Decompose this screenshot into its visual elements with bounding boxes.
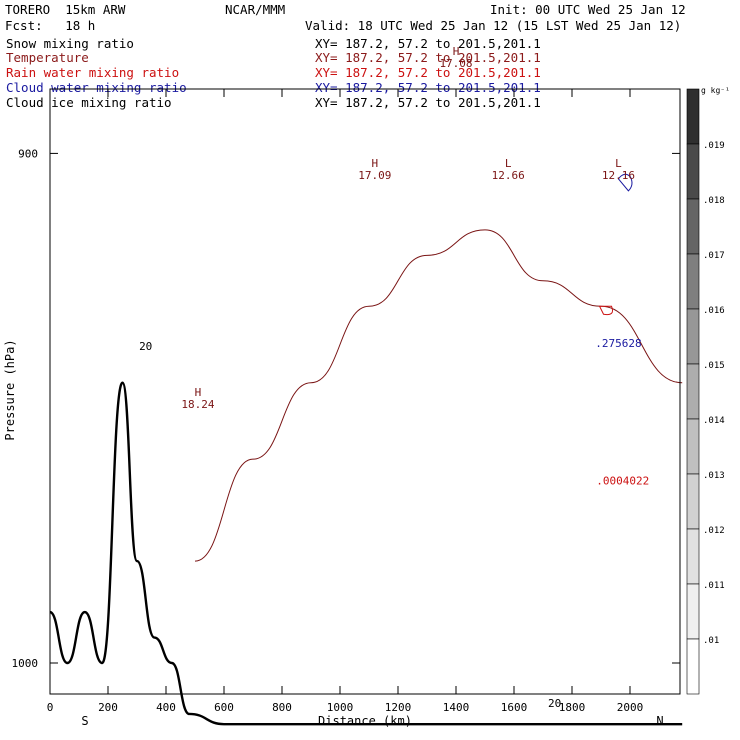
x-tick-label: 400: [156, 701, 176, 714]
colorbar-label: .013: [703, 471, 725, 481]
field-temp-name: Temperature: [6, 50, 89, 65]
colorbar-segment: [686, 473, 700, 530]
colorbar-label: .016: [703, 306, 725, 316]
x-tick-label: 1600: [501, 701, 528, 714]
x-tick-label: 200: [98, 701, 118, 714]
model-label: TORERO 15km ARW: [5, 2, 126, 17]
contour-label: 20: [548, 697, 561, 710]
x-tick-label: 1000: [327, 701, 354, 714]
field-cloudwater-xy: XY= 187.2, 57.2 to 201.5,201.1: [315, 80, 541, 95]
extremum-value: 12.16: [602, 169, 635, 182]
extremum-marker: H: [371, 157, 378, 170]
extremum-value: 18.24: [181, 398, 214, 411]
y-axis-label: Pressure (hPa): [3, 339, 17, 440]
field-temp-xy: XY= 187.2, 57.2 to 201.5,201.1: [315, 50, 541, 65]
colorbar-segment: [686, 638, 700, 695]
y-tick-label: 900: [18, 147, 38, 160]
colorbar-label: .015: [703, 361, 725, 371]
x-tick-label: 600: [214, 701, 234, 714]
field-snow-xy: XY= 187.2, 57.2 to 201.5,201.1: [315, 36, 541, 51]
init-time: Init: 00 UTC Wed 25 Jan 12: [490, 2, 686, 17]
temperature-contour-20: [194, 229, 683, 562]
colorbar-segment: [686, 583, 700, 640]
extremum-value: .275628: [595, 337, 641, 350]
valid-time: Valid: 18 UTC Wed 25 Jan 12 (15 LST Wed …: [305, 18, 682, 33]
colorbar-label: .012: [703, 526, 725, 536]
colorbar-label: .01: [703, 636, 719, 646]
x-tick-label: 1200: [385, 701, 412, 714]
colorbar-segment: [686, 308, 700, 365]
extremum-value: 17.09: [358, 169, 391, 182]
colorbar-segment: [686, 143, 700, 200]
extremum-marker: H: [195, 386, 202, 399]
colorbar-segment: [686, 88, 700, 145]
extremum-value: .0004022: [596, 475, 649, 488]
colorbar-segment: [686, 363, 700, 420]
field-cloudice-xy: XY= 187.2, 57.2 to 201.5,201.1: [315, 95, 541, 110]
contour-label: 20: [139, 340, 152, 353]
colorbar-label: .014: [703, 416, 725, 426]
field-rain-name: Rain water mixing ratio: [6, 65, 180, 80]
x-tick-label: 1800: [559, 701, 586, 714]
colorbar-label: .019: [703, 141, 725, 151]
contour-label-bg: [133, 340, 158, 353]
colorbar-label: .018: [703, 196, 725, 206]
forecast-hour: Fcst: 18 h: [5, 18, 96, 33]
extremum-value: 17.08: [439, 57, 472, 70]
north-label: N: [656, 714, 663, 728]
x-tick-label: 800: [272, 701, 292, 714]
colorbar-unit: g kg⁻¹: [701, 86, 730, 95]
y-tick-label: 1000: [12, 657, 39, 670]
x-tick-label: 0: [47, 701, 54, 714]
extremum-marker: L: [615, 157, 622, 170]
extremum-marker: H: [453, 45, 460, 58]
extremum-value: 12.66: [492, 169, 525, 182]
colorbar-segment: [686, 528, 700, 585]
contour-label-bg: [542, 696, 567, 709]
colorbar-label: .011: [703, 581, 725, 591]
terrain-line: [49, 381, 683, 726]
x-tick-label: 1400: [443, 701, 470, 714]
field-cloudice-name: Cloud ice mixing ratio: [6, 95, 172, 110]
colorbar-label: .017: [703, 251, 725, 261]
colorbar-segment: [686, 418, 700, 475]
rain-water-contour: [598, 305, 614, 316]
cloud-water-contour: [617, 173, 633, 192]
org-label: NCAR/MMM: [225, 2, 286, 17]
field-snow-name: Snow mixing ratio: [6, 36, 134, 51]
x-tick-label: 2000: [617, 701, 644, 714]
colorbar-segment: [686, 198, 700, 255]
colorbar-segment: [686, 253, 700, 310]
x-axis-label: Distance (km): [318, 714, 412, 728]
field-rain-xy: XY= 187.2, 57.2 to 201.5,201.1: [315, 65, 541, 80]
extremum-marker: L: [505, 157, 512, 170]
plot-frame: [49, 88, 681, 695]
south-label: S: [81, 714, 88, 728]
